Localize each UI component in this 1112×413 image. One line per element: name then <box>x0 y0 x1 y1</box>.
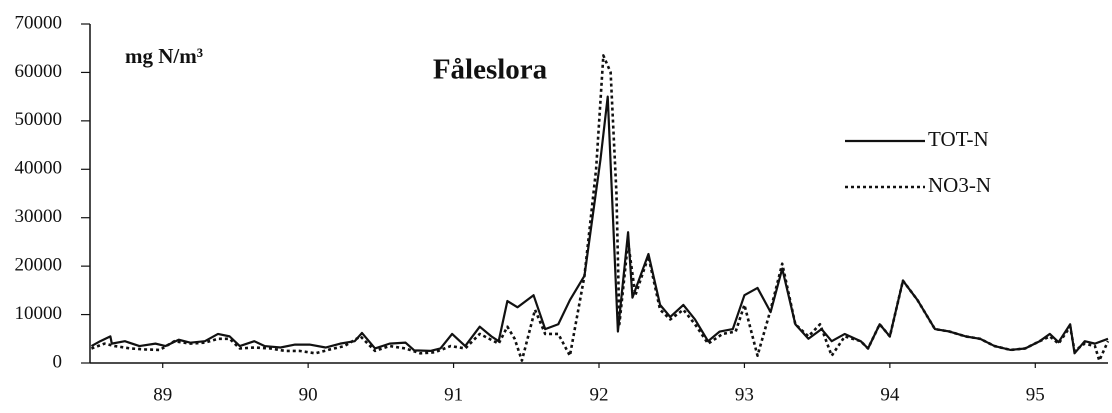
y-tick-label: 40000 <box>15 158 63 179</box>
legend-label: TOT-N <box>928 127 989 151</box>
y-tick-label: 0 <box>53 351 63 372</box>
series-line <box>91 54 1110 362</box>
y-tick-label: 30000 <box>15 206 63 227</box>
y-tick-label: 20000 <box>15 255 63 276</box>
x-tick-label: 90 <box>299 384 318 405</box>
y-tick-label: 70000 <box>15 12 63 33</box>
y-tick-label: 10000 <box>15 303 63 324</box>
x-tick-label: 94 <box>880 384 900 405</box>
x-tick-label: 95 <box>1026 384 1045 405</box>
x-tick-label: 91 <box>444 384 463 405</box>
x-tick-label: 89 <box>153 384 172 405</box>
legend-label: NO3-N <box>928 173 991 197</box>
y-tick-label: 50000 <box>15 109 63 130</box>
y-tick-label: 60000 <box>15 61 63 82</box>
chart-title: Fåleslora <box>433 54 548 86</box>
x-tick-label: 92 <box>590 384 609 405</box>
x-tick-label: 93 <box>735 384 754 405</box>
unit-label: mg N/m³ <box>125 44 203 68</box>
